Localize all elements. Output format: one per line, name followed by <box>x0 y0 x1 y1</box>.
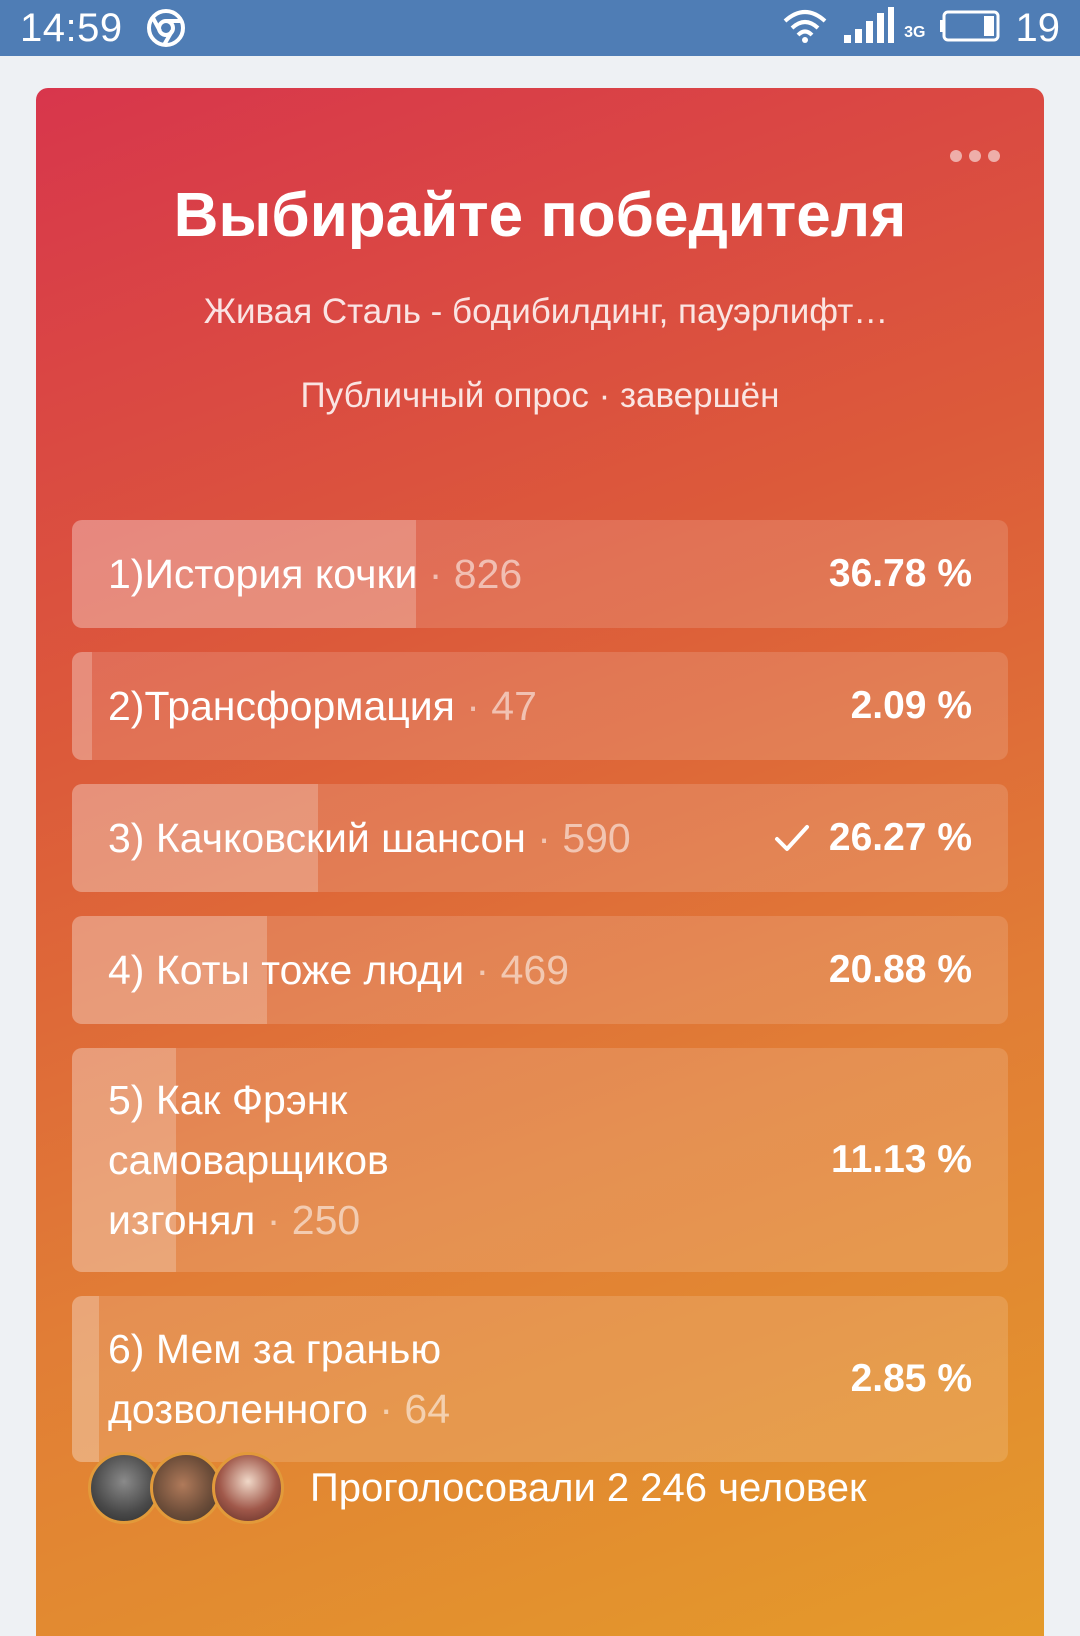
voters-count-text: Проголосовали 2 246 человек <box>310 1465 867 1510</box>
poll-option-percent: 11.13 % <box>831 1138 972 1181</box>
poll-option-count: 826 <box>453 551 523 597</box>
poll-option-percent: 20.88 % <box>828 948 972 991</box>
poll-option-6[interactable]: 6) Мем за гранью дозволенного · 64 2.85 … <box>72 1296 1008 1462</box>
avatar <box>212 1452 284 1524</box>
status-time: 14:59 <box>20 5 123 50</box>
poll-option-percent: 26.27 % <box>828 816 972 859</box>
more-icon[interactable] <box>950 150 1000 162</box>
voter-avatars <box>88 1452 284 1524</box>
battery-icon <box>939 9 1002 48</box>
poll-option-1[interactable]: 1)История кочки · 826 36.78 % <box>72 520 1008 628</box>
poll-option-percent: 2.85 % <box>850 1357 972 1400</box>
poll-option-label: 4) Коты тоже люди · 469 <box>108 947 570 993</box>
poll-title: Выбирайте победителя <box>173 181 907 250</box>
poll-option-bar <box>72 784 318 892</box>
poll-option-label: 5) Как Фрэнк самоварщиков изгонял · 250 <box>108 1077 389 1243</box>
poll-option-bar <box>72 1048 177 1272</box>
check-icon <box>775 825 809 851</box>
chrome-icon <box>146 9 185 47</box>
poll-option-3[interactable]: 3) Качковский шансон · 590 26.27 % <box>72 784 1008 892</box>
poll-option-bar <box>72 916 268 1024</box>
status-bar: 14:59 3G <box>0 0 1080 56</box>
poll-option-count: 64 <box>404 1386 451 1432</box>
poll-option-2[interactable]: 2)Трансформация · 47 2.09 % <box>72 652 1008 760</box>
poll-option-percent: 2.09 % <box>850 684 972 727</box>
poll-option-label: 3) Качковский шансон · 590 <box>108 815 631 861</box>
poll-voters[interactable]: Проголосовали 2 246 человек <box>88 1448 866 1528</box>
poll-option-count: 469 <box>500 947 570 993</box>
wifi-icon <box>782 7 828 50</box>
poll-option-bar <box>72 520 417 628</box>
battery-level: 19 <box>1015 5 1061 50</box>
poll-option-count: 47 <box>491 683 537 729</box>
poll-option-bar <box>72 1296 99 1462</box>
poll-option-label: 6) Мем за гранью дозволенного · 64 <box>108 1326 451 1432</box>
poll-option-percent: 36.78 % <box>828 552 972 595</box>
poll-option-4[interactable]: 4) Коты тоже люди · 469 20.88 % <box>72 916 1008 1024</box>
poll-card: Выбирайте победителя Живая Сталь - бодиб… <box>36 88 1044 1636</box>
poll-option-label: 2)Трансформация · 47 <box>108 683 537 729</box>
poll-option-count: 250 <box>291 1197 361 1243</box>
poll-option-5[interactable]: 5) Как Фрэнк самоварщиков изгонял · 250 … <box>72 1048 1008 1272</box>
poll-author-link[interactable]: Живая Сталь - бодибилдинг, пауэрлифт… <box>203 292 889 331</box>
network-type: 3G <box>904 24 926 41</box>
poll-option-count: 590 <box>562 815 631 861</box>
signal-icon <box>842 6 896 50</box>
poll-option-bar <box>72 652 92 760</box>
poll-meta: Публичный опрос · завершён <box>300 376 780 415</box>
poll-option-label: 1)История кочки · 826 <box>108 551 523 597</box>
